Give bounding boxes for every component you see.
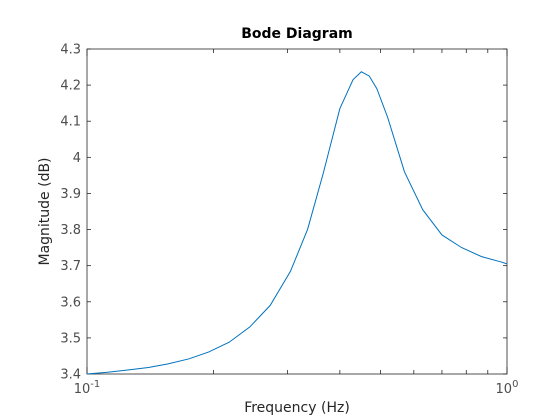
x-axis-label: Frequency (Hz) [244,400,350,416]
y-tick-label: 3.4 [60,368,81,383]
x-tick-label: 10-1 [74,379,101,397]
y-tick-label: 4.2 [60,79,81,94]
y-tick-label: 4.3 [60,43,81,58]
y-tick-label: 3.9 [60,187,81,202]
ticks-layer: 3.43.53.63.73.83.944.14.24.310-1 100 [60,43,518,398]
chart-title: Bode Diagram [241,26,353,42]
x-tick-exponent: 0 [512,379,518,390]
x-tick-base: 10 [496,382,513,397]
magnitude-line [86,71,508,375]
y-tick-label: 4.1 [60,115,81,130]
plot-frame [86,48,508,375]
y-tick-label: 3.8 [60,223,81,238]
x-tick-label: 100 [496,379,519,397]
y-axis-label: Magnitude (dB) [37,157,53,265]
y-tick-label: 4 [73,151,81,166]
x-tick-exponent: -1 [90,379,100,390]
y-tick-label: 3.6 [60,295,81,310]
y-tick-label: 3.7 [60,259,81,274]
y-tick-label: 3.5 [60,331,81,346]
x-tick-base: 10 [74,382,91,397]
